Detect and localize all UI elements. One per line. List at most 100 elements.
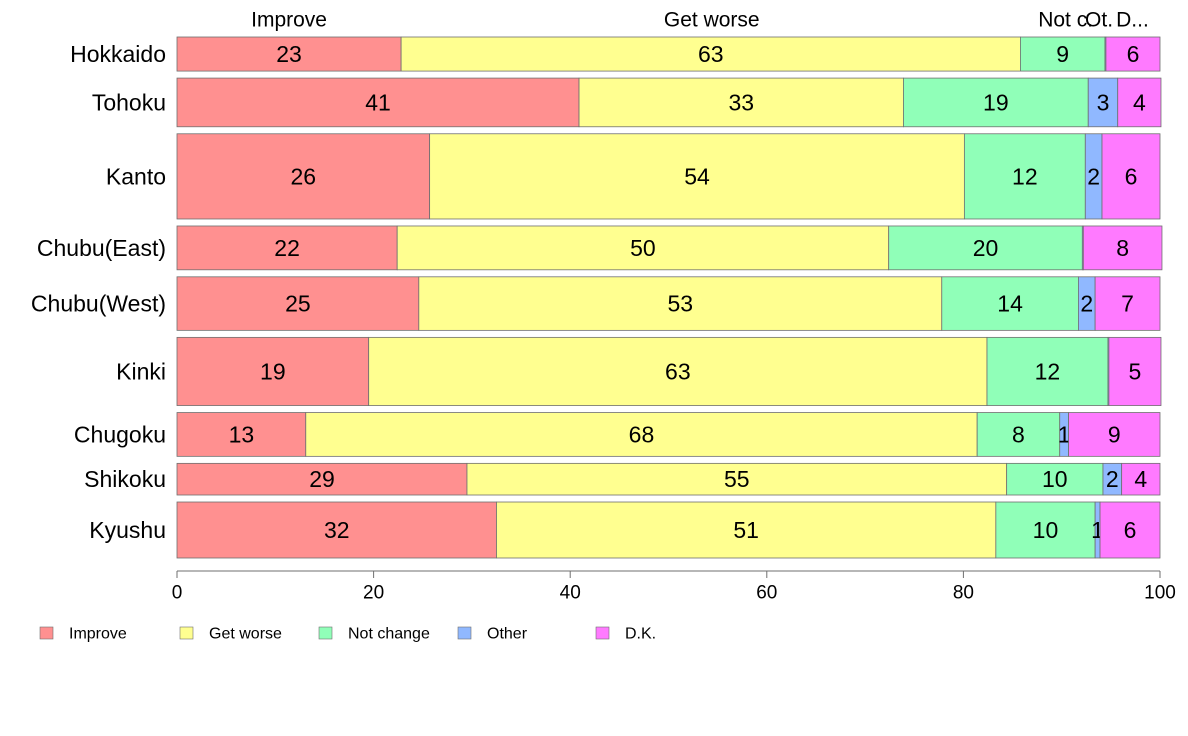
data-label: 6 bbox=[1125, 163, 1138, 189]
legend-swatch bbox=[179, 626, 194, 640]
data-label: 68 bbox=[629, 421, 655, 447]
bar-segment bbox=[429, 133, 965, 220]
bar-segment bbox=[1101, 133, 1161, 220]
data-label: 51 bbox=[733, 517, 759, 543]
bar-segment bbox=[176, 36, 402, 72]
category-label: Tohoku bbox=[92, 89, 166, 115]
category-label: Chubu(West) bbox=[31, 291, 166, 317]
legend-swatch bbox=[39, 626, 54, 640]
bar-segment bbox=[176, 225, 398, 271]
data-label: 63 bbox=[665, 358, 691, 384]
bar-segment bbox=[396, 225, 890, 271]
bar-segment bbox=[400, 36, 1021, 72]
bar-segment bbox=[1094, 276, 1161, 331]
data-label: 26 bbox=[291, 163, 317, 189]
legend-label: D.K. bbox=[625, 626, 656, 643]
legend-swatch bbox=[318, 626, 333, 640]
bar-segment bbox=[176, 336, 370, 406]
category-label: Hokkaido bbox=[70, 41, 166, 67]
bar-segment bbox=[176, 77, 580, 128]
data-label: 12 bbox=[1012, 163, 1038, 189]
data-label: 63 bbox=[698, 41, 724, 67]
data-label: 55 bbox=[724, 466, 750, 492]
category-label: Shikoku bbox=[84, 466, 166, 492]
data-label: 3 bbox=[1097, 89, 1110, 115]
bar-segment bbox=[1108, 336, 1162, 406]
top-column-label: Get worse bbox=[664, 9, 760, 32]
bar-segment bbox=[368, 336, 988, 406]
legend-label: Other bbox=[487, 626, 528, 643]
category-label: Kanto bbox=[106, 163, 166, 189]
x-tick-label: 100 bbox=[1144, 583, 1176, 604]
top-column-label: Not c. bbox=[1038, 9, 1093, 32]
bar-segment bbox=[418, 276, 943, 331]
data-label: 2 bbox=[1106, 466, 1119, 492]
legend-label: Improve bbox=[69, 626, 127, 643]
top-column-label: D... bbox=[1116, 9, 1149, 32]
bar-segment bbox=[1099, 501, 1161, 559]
data-label: 22 bbox=[274, 235, 300, 261]
bar-segment bbox=[1020, 36, 1106, 72]
category-label: Chugoku bbox=[74, 421, 166, 447]
data-label: 54 bbox=[684, 163, 710, 189]
data-label: 19 bbox=[260, 358, 286, 384]
x-tick-label: 0 bbox=[172, 583, 183, 604]
data-label: 33 bbox=[728, 89, 754, 115]
bar-segment bbox=[176, 501, 497, 559]
legend-swatch bbox=[457, 626, 472, 640]
data-label: 6 bbox=[1127, 41, 1140, 67]
data-label: 10 bbox=[1033, 517, 1059, 543]
data-label: 10 bbox=[1042, 466, 1068, 492]
data-label: 19 bbox=[983, 89, 1009, 115]
data-label: 25 bbox=[285, 291, 311, 317]
data-label: 2 bbox=[1087, 163, 1100, 189]
data-label: 53 bbox=[667, 291, 693, 317]
x-tick-label: 80 bbox=[953, 583, 974, 604]
data-label: 50 bbox=[630, 235, 656, 261]
bar-segment bbox=[995, 501, 1096, 559]
data-label: 14 bbox=[997, 291, 1023, 317]
bar-segment bbox=[1082, 225, 1163, 271]
x-tick-label: 40 bbox=[560, 583, 581, 604]
legend-label: Get worse bbox=[209, 626, 282, 643]
bar-segment bbox=[903, 77, 1089, 128]
data-label: 5 bbox=[1129, 358, 1142, 384]
data-label: 9 bbox=[1108, 421, 1121, 447]
bar-segment bbox=[1006, 462, 1104, 496]
data-label: 29 bbox=[309, 466, 335, 492]
bar-segment bbox=[578, 77, 904, 128]
top-column-label: Ot. bbox=[1085, 9, 1113, 32]
x-tick-label: 60 bbox=[756, 583, 777, 604]
data-label: 41 bbox=[365, 89, 391, 115]
bar-segment bbox=[1087, 77, 1119, 128]
bar-segment bbox=[941, 276, 1079, 331]
bar-segment bbox=[1105, 36, 1161, 72]
bar-segment bbox=[176, 133, 431, 220]
bar-segment bbox=[496, 501, 997, 559]
data-label: 23 bbox=[276, 41, 302, 67]
data-label: 13 bbox=[229, 421, 255, 447]
category-label: Kinki bbox=[116, 358, 166, 384]
legend-label: Not change bbox=[348, 626, 430, 643]
data-label: 9 bbox=[1056, 41, 1069, 67]
data-label: 8 bbox=[1116, 235, 1129, 261]
category-label: Chubu(East) bbox=[37, 235, 166, 261]
data-label: 12 bbox=[1035, 358, 1061, 384]
data-label: 4 bbox=[1134, 466, 1147, 492]
bar-segment bbox=[1121, 462, 1161, 496]
bar-segment bbox=[1068, 412, 1161, 457]
bar-segment bbox=[963, 133, 1086, 220]
data-label: 8 bbox=[1012, 421, 1025, 447]
x-tick-label: 20 bbox=[363, 583, 384, 604]
bar-segment bbox=[1117, 77, 1162, 128]
category-label: Kyushu bbox=[89, 517, 166, 543]
top-column-label: Improve bbox=[251, 9, 327, 32]
legend-swatch bbox=[595, 626, 610, 640]
data-label: 4 bbox=[1133, 89, 1146, 115]
data-label: 20 bbox=[973, 235, 999, 261]
data-label: 1 bbox=[1058, 421, 1071, 447]
data-label: 7 bbox=[1121, 291, 1134, 317]
data-label: 2 bbox=[1080, 291, 1093, 317]
data-label: 32 bbox=[324, 517, 350, 543]
